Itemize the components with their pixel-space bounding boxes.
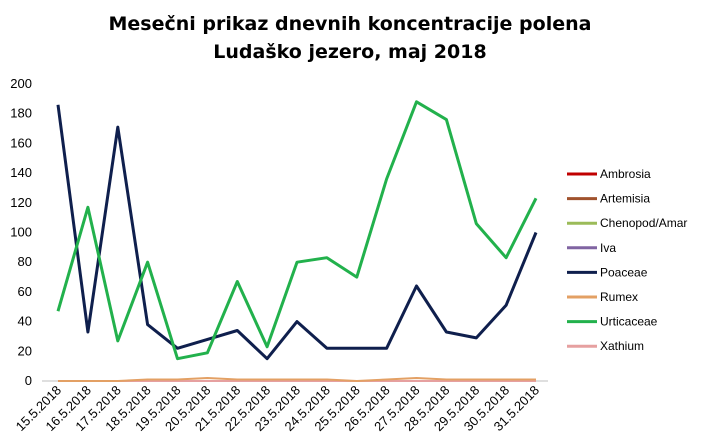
y-tick-label: 200 bbox=[10, 76, 32, 91]
chart-subtitle: Ludaško jezero, maj 2018 bbox=[213, 41, 486, 63]
legend-label-ambrosia: Ambrosia bbox=[600, 167, 651, 181]
legend-label-urticaceae: Urticaceae bbox=[600, 315, 658, 329]
y-tick-label: 120 bbox=[10, 195, 32, 210]
legend: Ambrosia Artemisia Chenopod/Amar Iva Poaceae… bbox=[567, 167, 687, 353]
series-lines bbox=[56, 100, 538, 382]
series-line-poaceae bbox=[56, 104, 538, 361]
y-tick-label: 100 bbox=[10, 225, 32, 240]
legend-label-poaceae: Poaceae bbox=[600, 265, 648, 279]
x-axis: 15.5.201816.5.201817.5.201818.5.201819.5… bbox=[13, 380, 548, 434]
chart-title: Mesečni prikaz dnevnih koncentracije pol… bbox=[109, 13, 592, 35]
y-tick-label: 40 bbox=[18, 314, 32, 329]
series-line-urticaceae bbox=[56, 100, 538, 361]
y-tick-label: 140 bbox=[10, 165, 32, 180]
legend-label-rumex: Rumex bbox=[600, 290, 638, 304]
series-line-rumex bbox=[58, 377, 536, 382]
legend-label-artemisia: Artemisia bbox=[600, 192, 650, 206]
y-tick-label: 160 bbox=[10, 135, 32, 150]
legend-label-xathium: Xathium bbox=[600, 339, 644, 353]
y-tick-label: 80 bbox=[18, 254, 32, 269]
y-tick-label: 180 bbox=[10, 106, 32, 121]
y-tick-label: 0 bbox=[25, 373, 32, 388]
y-tick-label: 60 bbox=[18, 284, 32, 299]
y-tick-label: 20 bbox=[18, 343, 32, 358]
legend-label-chenopod-amar: Chenopod/Amar bbox=[600, 216, 687, 230]
legend-label-iva: Iva bbox=[600, 241, 616, 255]
y-axis: 0 20 40 60 80 100 120 140 160 180 200 bbox=[10, 76, 32, 388]
